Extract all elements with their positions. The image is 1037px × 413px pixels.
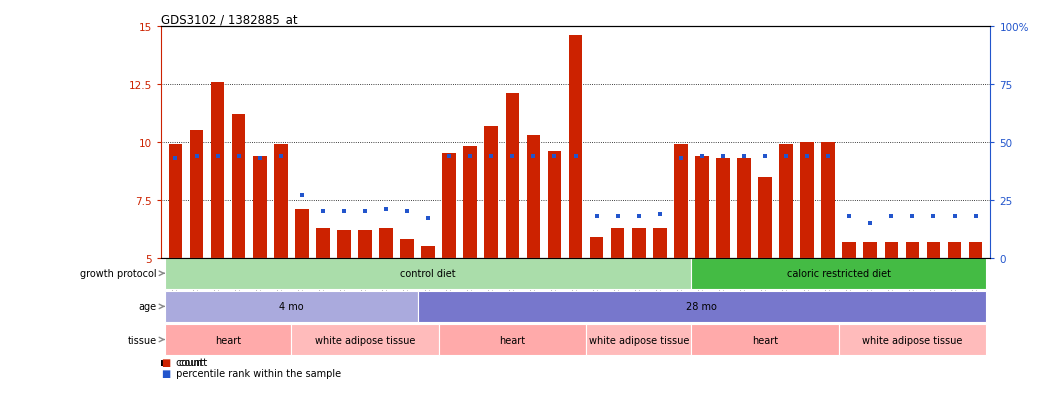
Text: white adipose tissue: white adipose tissue bbox=[862, 335, 962, 345]
Text: heart: heart bbox=[499, 335, 526, 345]
Bar bbox=[316, 228, 330, 258]
Bar bbox=[611, 228, 624, 258]
Bar bbox=[737, 159, 751, 258]
Bar bbox=[400, 240, 414, 258]
Bar bbox=[439, 324, 586, 355]
Bar bbox=[927, 242, 941, 258]
Bar bbox=[885, 242, 898, 258]
Text: 28 mo: 28 mo bbox=[686, 301, 718, 312]
Text: ■: ■ bbox=[161, 358, 170, 368]
Bar bbox=[358, 230, 372, 258]
Text: white adipose tissue: white adipose tissue bbox=[315, 335, 415, 345]
Bar bbox=[337, 230, 351, 258]
Bar bbox=[568, 36, 583, 258]
Bar bbox=[505, 94, 520, 258]
Text: caloric restricted diet: caloric restricted diet bbox=[787, 268, 891, 279]
Bar bbox=[274, 145, 287, 258]
Bar bbox=[801, 142, 814, 258]
Bar bbox=[548, 152, 561, 258]
Text: ■  count: ■ count bbox=[161, 358, 207, 368]
Bar bbox=[653, 228, 667, 258]
Bar bbox=[674, 145, 688, 258]
Bar bbox=[165, 324, 291, 355]
Bar bbox=[418, 291, 986, 322]
Bar bbox=[842, 242, 857, 258]
Bar bbox=[443, 154, 456, 258]
Bar bbox=[692, 258, 986, 289]
Bar bbox=[291, 324, 439, 355]
Text: heart: heart bbox=[752, 335, 778, 345]
Bar bbox=[295, 209, 309, 258]
Text: age: age bbox=[139, 301, 157, 312]
Bar bbox=[169, 145, 183, 258]
Text: 4 mo: 4 mo bbox=[279, 301, 304, 312]
Bar bbox=[717, 159, 730, 258]
Bar bbox=[190, 131, 203, 258]
Bar bbox=[165, 291, 418, 322]
Bar bbox=[380, 228, 393, 258]
Text: control diet: control diet bbox=[400, 268, 456, 279]
Text: heart: heart bbox=[215, 335, 242, 345]
Bar bbox=[590, 237, 604, 258]
Bar bbox=[232, 115, 246, 258]
Bar bbox=[969, 242, 982, 258]
Text: ■: ■ bbox=[161, 368, 170, 378]
Text: count: count bbox=[173, 358, 204, 368]
Bar bbox=[948, 242, 961, 258]
Bar bbox=[253, 157, 267, 258]
Bar bbox=[695, 157, 708, 258]
Text: tissue: tissue bbox=[128, 335, 157, 345]
Text: GDS3102 / 1382885_at: GDS3102 / 1382885_at bbox=[161, 13, 298, 26]
Bar bbox=[864, 242, 877, 258]
Bar bbox=[821, 142, 835, 258]
Bar bbox=[484, 126, 498, 258]
Text: percentile rank within the sample: percentile rank within the sample bbox=[173, 368, 341, 378]
Bar bbox=[839, 324, 986, 355]
Bar bbox=[211, 82, 224, 258]
Bar bbox=[421, 247, 435, 258]
Bar bbox=[464, 147, 477, 258]
Bar bbox=[527, 135, 540, 258]
Bar bbox=[779, 145, 793, 258]
Bar bbox=[758, 177, 772, 258]
Bar bbox=[586, 324, 692, 355]
Bar bbox=[905, 242, 919, 258]
Bar bbox=[692, 324, 839, 355]
Text: white adipose tissue: white adipose tissue bbox=[589, 335, 689, 345]
Bar bbox=[632, 228, 646, 258]
Bar bbox=[165, 258, 692, 289]
Text: growth protocol: growth protocol bbox=[80, 268, 157, 279]
